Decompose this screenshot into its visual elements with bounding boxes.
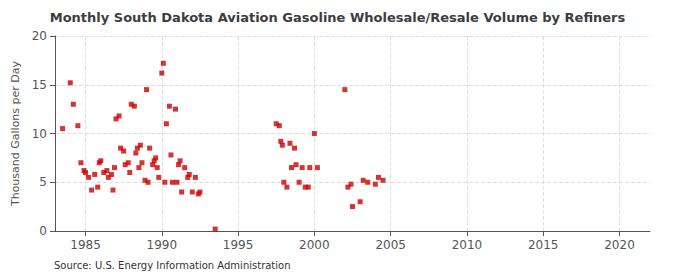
svg-text:2020: 2020 xyxy=(604,238,635,252)
svg-text:2015: 2015 xyxy=(528,238,559,252)
svg-text:0: 0 xyxy=(39,224,47,238)
svg-text:1985: 1985 xyxy=(70,238,101,252)
svg-text:10: 10 xyxy=(32,127,47,141)
svg-text:1995: 1995 xyxy=(223,238,254,252)
svg-text:2000: 2000 xyxy=(299,238,330,252)
svg-text:2005: 2005 xyxy=(375,238,406,252)
svg-text:Thousand Gallons per Day: Thousand Gallons per Day xyxy=(9,60,22,207)
svg-text:5: 5 xyxy=(39,175,47,189)
svg-text:Source: U.S. Energy Informatio: Source: U.S. Energy Information Administ… xyxy=(54,260,291,271)
svg-text:1990: 1990 xyxy=(147,238,178,252)
svg-text:15: 15 xyxy=(32,78,47,92)
svg-text:Monthly South Dakota Aviation: Monthly South Dakota Aviation Gasoline W… xyxy=(50,10,626,25)
svg-text:20: 20 xyxy=(32,29,47,43)
svg-text:2010: 2010 xyxy=(452,238,483,252)
